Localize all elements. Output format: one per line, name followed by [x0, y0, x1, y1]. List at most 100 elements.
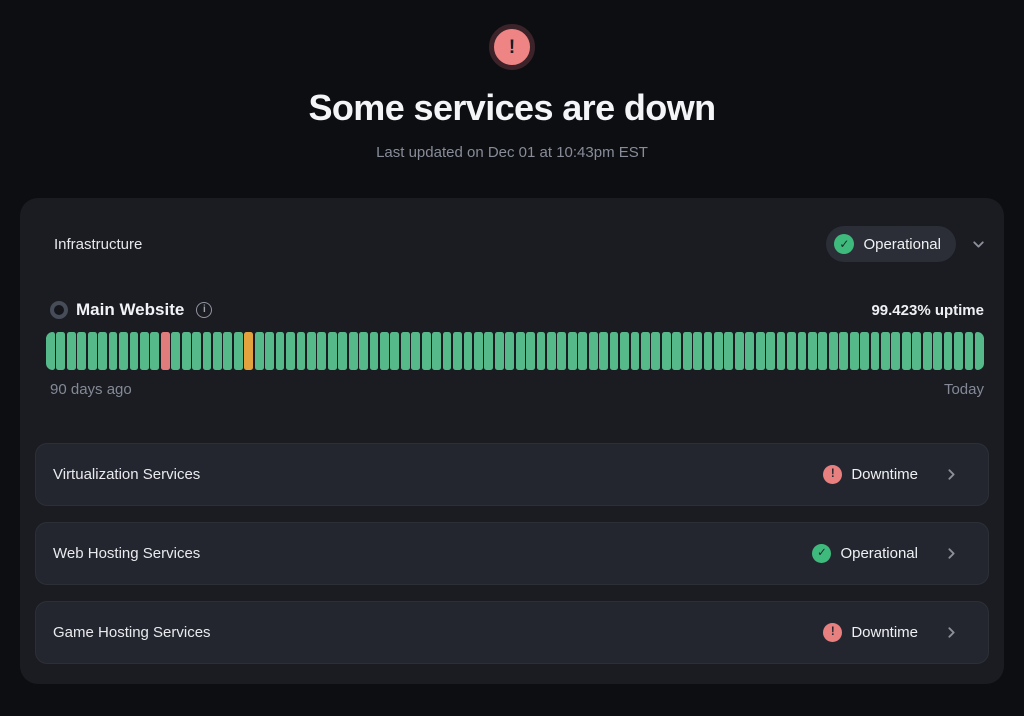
uptime-bar[interactable]	[202, 332, 212, 370]
uptime-bar[interactable]	[108, 332, 118, 370]
uptime-bar[interactable]	[755, 332, 765, 370]
uptime-bar[interactable]	[400, 332, 410, 370]
uptime-bar[interactable]	[609, 332, 619, 370]
uptime-bar[interactable]	[599, 332, 609, 370]
uptime-bar[interactable]	[46, 332, 55, 370]
uptime-bar[interactable]	[233, 332, 243, 370]
uptime-bar[interactable]	[860, 332, 869, 370]
uptime-bar[interactable]	[56, 332, 66, 370]
uptime-bar[interactable]	[317, 332, 327, 370]
uptime-bar[interactable]	[129, 332, 139, 370]
uptime-bar[interactable]	[974, 332, 984, 370]
uptime-bar[interactable]	[724, 332, 734, 370]
uptime-bar[interactable]	[849, 332, 859, 370]
uptime-bar[interactable]	[494, 332, 504, 370]
uptime-bar[interactable]	[901, 332, 911, 370]
uptime-bar[interactable]	[265, 332, 275, 370]
uptime-bar[interactable]	[411, 332, 421, 370]
uptime-bar[interactable]	[588, 332, 598, 370]
uptime-bar[interactable]	[922, 332, 932, 370]
uptime-bar[interactable]	[807, 332, 817, 370]
uptime-bar[interactable]	[839, 332, 849, 370]
uptime-bar[interactable]	[369, 332, 379, 370]
uptime-bar[interactable]	[77, 332, 87, 370]
uptime-bar[interactable]	[421, 332, 431, 370]
uptime-bar[interactable]	[286, 332, 295, 370]
uptime-bar[interactable]	[797, 332, 807, 370]
uptime-bar[interactable]	[734, 332, 744, 370]
uptime-bar[interactable]	[160, 332, 170, 370]
uptime-bar[interactable]	[943, 332, 953, 370]
chevron-right-icon[interactable]	[943, 466, 960, 483]
uptime-bar[interactable]	[776, 332, 786, 370]
uptime-bar[interactable]	[296, 332, 306, 370]
uptime-bar[interactable]	[463, 332, 473, 370]
uptime-bar[interactable]	[620, 332, 629, 370]
uptime-bar[interactable]	[213, 332, 222, 370]
uptime-bar[interactable]	[557, 332, 567, 370]
chevron-right-icon[interactable]	[943, 545, 960, 562]
uptime-bar[interactable]	[693, 332, 702, 370]
uptime-bar[interactable]	[432, 332, 442, 370]
uptime-bar[interactable]	[98, 332, 108, 370]
uptime-bar[interactable]	[87, 332, 97, 370]
uptime-bar[interactable]	[964, 332, 974, 370]
uptime-bar[interactable]	[682, 332, 692, 370]
uptime-bar[interactable]	[714, 332, 723, 370]
uptime-bar[interactable]	[453, 332, 462, 370]
uptime-bar[interactable]	[672, 332, 682, 370]
uptime-bar[interactable]	[181, 332, 191, 370]
uptime-bar[interactable]	[954, 332, 963, 370]
uptime-bar[interactable]	[192, 332, 201, 370]
service-row-game-hosting[interactable]: Game Hosting Services ! Downtime	[35, 601, 989, 664]
uptime-bar[interactable]	[661, 332, 671, 370]
uptime-bar[interactable]	[66, 332, 76, 370]
uptime-bar[interactable]	[703, 332, 713, 370]
uptime-bar[interactable]	[933, 332, 943, 370]
uptime-bar[interactable]	[912, 332, 922, 370]
uptime-bar[interactable]	[828, 332, 838, 370]
uptime-bar[interactable]	[327, 332, 337, 370]
uptime-bar[interactable]	[870, 332, 880, 370]
uptime-bar[interactable]	[640, 332, 650, 370]
uptime-bar[interactable]	[171, 332, 181, 370]
services-list: Virtualization Services ! Downtime Web H…	[35, 443, 989, 664]
uptime-bar[interactable]	[651, 332, 661, 370]
group-status-badge[interactable]: ✓ Operational	[826, 226, 956, 262]
uptime-bar[interactable]	[818, 332, 828, 370]
chevron-right-icon[interactable]	[943, 624, 960, 641]
uptime-bar[interactable]	[150, 332, 160, 370]
uptime-bar[interactable]	[891, 332, 901, 370]
uptime-bar[interactable]	[881, 332, 890, 370]
uptime-bar[interactable]	[380, 332, 389, 370]
uptime-bar[interactable]	[567, 332, 577, 370]
uptime-bar[interactable]	[254, 332, 264, 370]
uptime-bar[interactable]	[139, 332, 149, 370]
service-row-web-hosting[interactable]: Web Hosting Services ✓ Operational	[35, 522, 989, 585]
service-row-virtualization[interactable]: Virtualization Services ! Downtime	[35, 443, 989, 506]
uptime-bar[interactable]	[223, 332, 233, 370]
uptime-bar[interactable]	[442, 332, 452, 370]
uptime-bar[interactable]	[515, 332, 525, 370]
uptime-bar[interactable]	[536, 332, 546, 370]
chevron-down-icon[interactable]	[970, 236, 987, 253]
uptime-bar[interactable]	[390, 332, 400, 370]
uptime-bar[interactable]	[766, 332, 776, 370]
uptime-bar[interactable]	[359, 332, 368, 370]
uptime-bar[interactable]	[338, 332, 348, 370]
info-icon[interactable]: i	[196, 302, 213, 318]
uptime-bar[interactable]	[745, 332, 755, 370]
uptime-bar[interactable]	[306, 332, 316, 370]
uptime-bar[interactable]	[244, 332, 254, 370]
uptime-bar[interactable]	[787, 332, 796, 370]
uptime-bar[interactable]	[505, 332, 515, 370]
uptime-bar[interactable]	[473, 332, 483, 370]
uptime-bar[interactable]	[484, 332, 494, 370]
uptime-bar[interactable]	[578, 332, 588, 370]
uptime-bar[interactable]	[348, 332, 358, 370]
uptime-bar[interactable]	[526, 332, 535, 370]
uptime-bar[interactable]	[275, 332, 285, 370]
uptime-bar[interactable]	[547, 332, 556, 370]
uptime-bar[interactable]	[119, 332, 128, 370]
uptime-bar[interactable]	[630, 332, 640, 370]
